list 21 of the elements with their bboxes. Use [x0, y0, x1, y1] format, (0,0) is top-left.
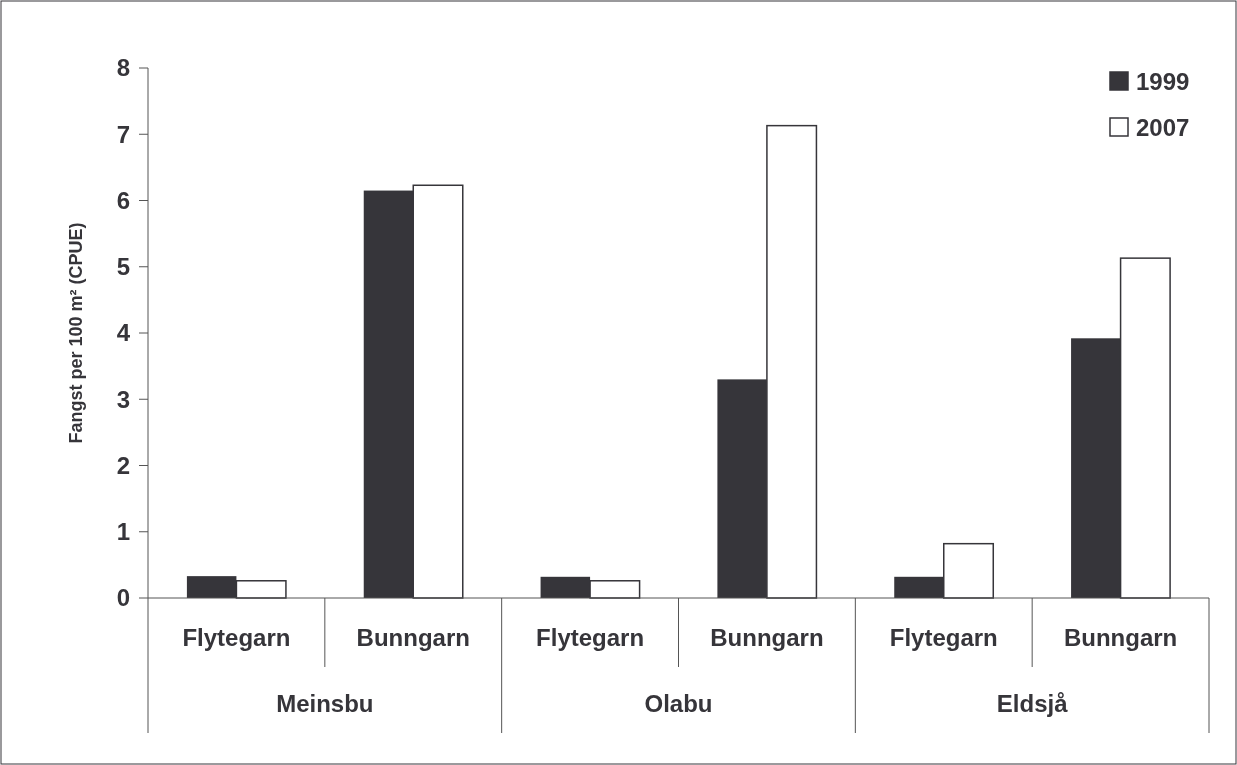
y-tick-label: 0 — [116, 584, 130, 612]
y-tick-label: 3 — [116, 385, 130, 413]
x-tick-label: Flytegarn — [536, 624, 645, 651]
text: Eldsjå — [996, 690, 1069, 717]
y-tick-label: 8 — [116, 54, 130, 82]
x-tick-label: Flytegarn — [889, 624, 998, 651]
y-axis-title: Fangst per 100 m² (CPUE) — [66, 222, 86, 444]
y-tick-label: 4 — [116, 319, 131, 347]
x-tick-label: Bunngarn — [1063, 624, 1178, 651]
y-tick-label: 6 — [116, 186, 130, 214]
x-tick-label: Flytegarn — [182, 624, 291, 651]
x-tick-label: Bunngarn — [710, 624, 824, 651]
text: Olabu — [644, 690, 713, 717]
y-tick-label: 7 — [116, 120, 130, 148]
y-tick-label: 1 — [116, 518, 130, 546]
x-tick-label: Bunngarn — [356, 624, 470, 651]
text: Meinsbu — [276, 690, 374, 717]
legend-label: 1999 — [1136, 67, 1190, 95]
y-tick-label: 2 — [116, 451, 130, 479]
y-tick-label: 5 — [116, 253, 130, 281]
legend-label: 2007 — [1136, 113, 1190, 141]
